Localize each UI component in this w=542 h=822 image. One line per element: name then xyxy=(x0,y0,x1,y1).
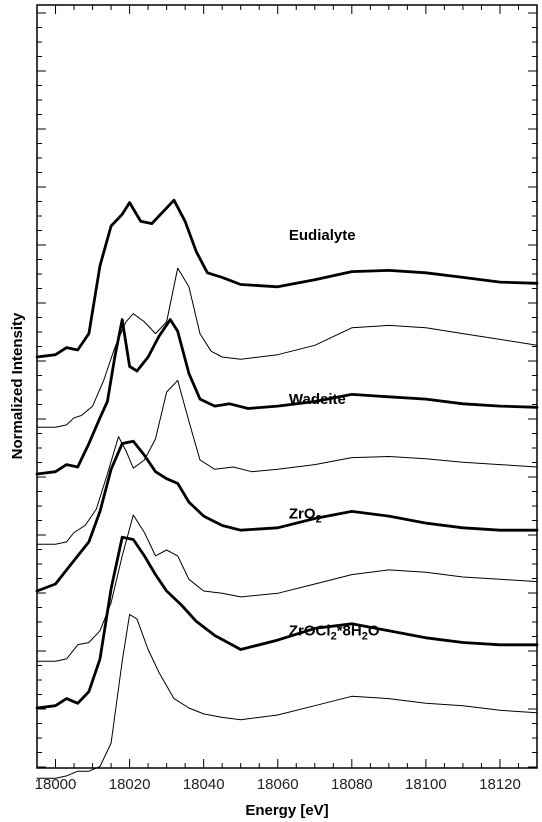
x-tick-label-18080: 18080 xyxy=(331,776,373,793)
series-labels: Eudialyte Wadeite ZrO2 ZrOCl2*8H2O xyxy=(289,227,380,643)
spectrum-3-thick-line xyxy=(35,535,539,710)
spectrum-3-thin-line xyxy=(36,613,538,779)
x-axis-title: Energy [eV] xyxy=(245,802,328,819)
plot-area xyxy=(35,198,539,779)
spectrum-1-thick-line xyxy=(35,318,539,476)
axis-ticks: 18000 18020 18040 18060 18080 18100 18120 xyxy=(35,5,537,793)
spectrum-2-thin-line xyxy=(36,514,538,662)
x-tick-label-18060: 18060 xyxy=(257,776,299,793)
spectrum-1-thin-line xyxy=(36,379,538,545)
series-label-3: ZrOCl2*8H2O xyxy=(289,623,380,643)
x-tick-label-18040: 18040 xyxy=(183,776,225,793)
plot-frame xyxy=(36,4,538,769)
x-tick-label-18100: 18100 xyxy=(405,776,447,793)
x-tick-label-18020: 18020 xyxy=(109,776,151,793)
x-tick-label-18000: 18000 xyxy=(35,776,77,793)
series-label-1: Wadeite xyxy=(289,391,346,408)
y-axis-title: Normalized Intensity xyxy=(9,312,26,459)
series-label-0: Eudialyte xyxy=(289,227,356,244)
x-tick-label-18120: 18120 xyxy=(479,776,521,793)
spectrum-0-thin-line xyxy=(36,267,538,428)
spectrum-2-thick-line xyxy=(35,439,539,593)
spectrum-0-thick-line xyxy=(35,198,539,359)
series-label-2: ZrO2 xyxy=(289,506,322,526)
